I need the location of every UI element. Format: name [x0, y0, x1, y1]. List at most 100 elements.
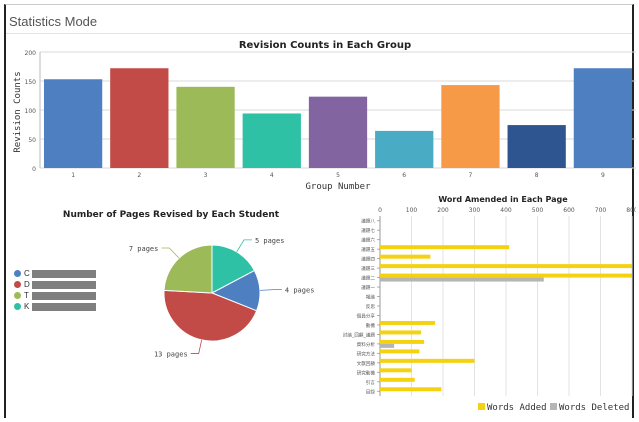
hbar-added-bar [380, 359, 475, 363]
legend-redacted-name [32, 281, 96, 289]
pie-label-leader [161, 248, 179, 258]
hbar-category-label: 議題七 [361, 227, 375, 234]
hbar-added-bar [380, 368, 412, 372]
hbar-added-bar [380, 378, 415, 382]
bar-y-tick-label: 50 [28, 137, 36, 144]
hbar-legend: Words Added Words Deleted [478, 403, 629, 413]
hbar-added-bar [380, 387, 441, 391]
bar-y-tick-label: 200 [25, 50, 37, 57]
bar-group-4 [243, 113, 301, 168]
bar-group-6 [375, 131, 433, 168]
hbar-added-bar [380, 255, 430, 259]
bar-group-3 [176, 87, 234, 168]
hbar-x-tick-label: 500 [532, 207, 544, 214]
hbar-x-tick-label: 200 [437, 207, 449, 214]
hbar-category-label: 討論_回顧_議題 [343, 331, 376, 338]
bar-x-tick-label: 8 [535, 172, 539, 179]
legend-swatch [14, 303, 21, 310]
hbar-added-bar [380, 264, 632, 268]
hbar-category-label: 研究方法 [357, 350, 376, 357]
legend-label: T [24, 291, 32, 300]
pie-label-leader [191, 340, 202, 354]
hbar-category-label: 報論 [366, 294, 376, 301]
hbar-added-bar [380, 349, 419, 353]
hbar-x-tick-label: 0 [378, 207, 382, 214]
pie-legend-item: C [14, 268, 96, 279]
hbar-x-tick-label: 100 [406, 207, 418, 214]
legend-swatch [14, 270, 21, 277]
hbar-deleted-bar [380, 344, 394, 348]
bar-group-7 [441, 85, 499, 168]
pie-slice [164, 245, 212, 293]
hbar-x-tick-label: 800 [626, 207, 636, 214]
pie-label-leader [237, 240, 252, 252]
bar-y-tick-label: 100 [25, 108, 37, 115]
hbar-x-tick-label: 300 [469, 207, 481, 214]
bar-group-2 [110, 68, 168, 168]
bar-x-tick-label: 7 [469, 172, 473, 179]
pie-slice-label: 13 pages [154, 351, 188, 359]
legend-label: D [24, 280, 32, 289]
hbar-category-label: 反思 [366, 303, 376, 310]
bar-group-8 [508, 125, 566, 168]
hbar-category-label: 議題二 [361, 275, 375, 282]
legend-swatch [14, 292, 21, 299]
hbar-category-label: 議題四 [361, 256, 375, 263]
pie-slice-label: 4 pages [285, 287, 315, 295]
pie-slice-label: 5 pages [255, 237, 285, 245]
pie-legend: C D T K [14, 268, 96, 312]
legend-label-words-deleted: Words Deleted [559, 403, 629, 413]
bar-group-9 [574, 68, 632, 168]
legend-redacted-name [32, 270, 96, 278]
legend-swatch [14, 281, 21, 288]
legend-swatch-words-deleted [550, 403, 557, 410]
hbar-category-label: 資料分析 [357, 341, 376, 348]
legend-swatch-words-added [478, 403, 485, 410]
hbar-category-label: 目錄 [366, 388, 376, 395]
bar-x-tick-label: 5 [336, 172, 340, 179]
pie-legend-item: T [14, 290, 96, 301]
hbar-x-tick-label: 600 [563, 207, 575, 214]
legend-label-words-added: Words Added [487, 403, 547, 413]
pie-slice-label: 7 pages [129, 245, 159, 253]
hbar-added-bar [380, 340, 424, 344]
hbar-category-label: 個員分享 [357, 312, 376, 319]
pie-label-leader [260, 290, 282, 291]
word-amended-chart: Word Amended in Each Page 0 100 200 300 400 5… [330, 190, 636, 418]
bar-x-tick-label: 4 [270, 172, 274, 179]
pie-legend-item: K [14, 301, 96, 312]
bar-y-tick-label: 0 [32, 166, 36, 173]
legend-redacted-name [32, 292, 96, 300]
bar-x-tick-label: 9 [601, 172, 605, 179]
hbar-category-label: 議題五 [361, 246, 375, 253]
hbar-category-label: 研究動機 [357, 369, 376, 376]
hbar-deleted-bar [380, 278, 544, 282]
legend-redacted-name [32, 303, 96, 311]
bar-chart-y-axis-label: Revision Counts [13, 71, 23, 152]
hbar-added-bar [380, 321, 435, 325]
hbar-category-label: 議題三 [361, 265, 375, 272]
legend-label: K [24, 302, 32, 311]
bar-x-tick-label: 2 [137, 172, 141, 179]
hbar-x-tick-label: 400 [500, 207, 512, 214]
hbar-category-label: 議題一 [361, 284, 375, 291]
bar-x-tick-label: 3 [204, 172, 208, 179]
bar-group-5 [309, 97, 367, 168]
hbar-added-bar [380, 274, 632, 278]
hbar-category-label: 議題八 [361, 218, 375, 225]
legend-label: C [24, 269, 32, 278]
hbar-category-label: 議題六 [361, 237, 375, 244]
hbar-added-bar [380, 245, 509, 249]
bar-group-1 [44, 79, 102, 168]
hbar-category-label: 動機 [366, 322, 376, 329]
pie-legend-item: D [14, 279, 96, 290]
hbar-category-label: 引言 [366, 379, 376, 386]
pie-chart-title: Number of Pages Revised by Each Student [63, 210, 280, 220]
hbar-category-label: 文獻回顧 [357, 360, 376, 367]
hbar-chart-title: Word Amended in Each Page [438, 195, 568, 204]
hbar-added-bar [380, 330, 421, 334]
bar-x-tick-label: 1 [71, 172, 75, 179]
bar-x-tick-label: 6 [402, 172, 406, 179]
bar-y-tick-label: 150 [25, 79, 37, 86]
